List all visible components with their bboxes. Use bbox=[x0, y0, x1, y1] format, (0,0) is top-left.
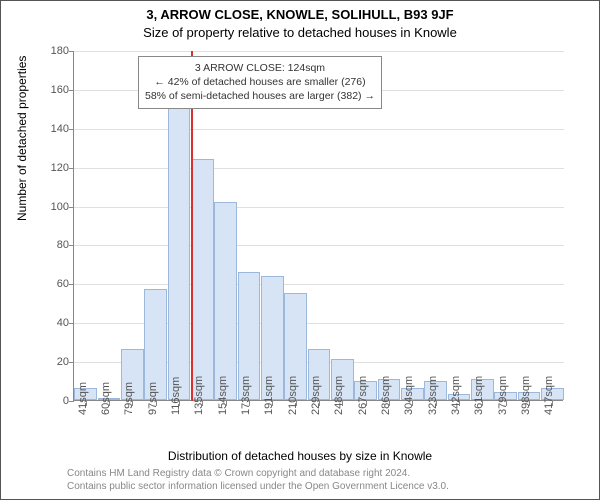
ytick-mark bbox=[69, 207, 74, 208]
ytick-label: 180 bbox=[39, 45, 69, 57]
ytick-label: 140 bbox=[39, 123, 69, 135]
footer-licence: Contains HM Land Registry data © Crown c… bbox=[67, 467, 449, 493]
ytick-label: 100 bbox=[39, 201, 69, 213]
ytick-label: 160 bbox=[39, 84, 69, 96]
ytick-label: 20 bbox=[39, 356, 69, 368]
ytick-mark bbox=[69, 362, 74, 363]
ytick-label: 80 bbox=[39, 239, 69, 251]
ytick-mark bbox=[69, 323, 74, 324]
chart-subtitle: Size of property relative to detached ho… bbox=[1, 25, 599, 40]
gridline bbox=[74, 51, 564, 52]
gridline bbox=[74, 284, 564, 285]
ytick-mark bbox=[69, 401, 74, 402]
callout-box: 3 ARROW CLOSE: 124sqm← 42% of detached h… bbox=[138, 56, 382, 109]
ytick-label: 60 bbox=[39, 278, 69, 290]
callout-line3: 58% of semi-detached houses are larger (… bbox=[145, 89, 375, 103]
ytick-mark bbox=[69, 90, 74, 91]
gridline bbox=[74, 129, 564, 130]
address-title: 3, ARROW CLOSE, KNOWLE, SOLIHULL, B93 9J… bbox=[1, 7, 599, 22]
footer-line1: Contains HM Land Registry data © Crown c… bbox=[67, 467, 449, 480]
y-axis-label: Number of detached properties bbox=[15, 56, 29, 221]
histogram-bar bbox=[191, 159, 214, 400]
gridline bbox=[74, 245, 564, 246]
ytick-mark bbox=[69, 245, 74, 246]
ytick-label: 40 bbox=[39, 317, 69, 329]
ytick-mark bbox=[69, 129, 74, 130]
callout-line2: ← 42% of detached houses are smaller (27… bbox=[145, 75, 375, 89]
histogram-bar bbox=[214, 202, 237, 400]
ytick-label: 0 bbox=[39, 395, 69, 407]
gridline bbox=[74, 168, 564, 169]
footer-line2: Contains public sector information licen… bbox=[67, 480, 449, 493]
chart-card: 3, ARROW CLOSE, KNOWLE, SOLIHULL, B93 9J… bbox=[0, 0, 600, 500]
ytick-mark bbox=[69, 168, 74, 169]
ytick-mark bbox=[69, 284, 74, 285]
ytick-label: 120 bbox=[39, 162, 69, 174]
histogram-bar bbox=[168, 85, 191, 400]
gridline bbox=[74, 207, 564, 208]
chart-area: 3 ARROW CLOSE: 124sqm← 42% of detached h… bbox=[73, 51, 563, 401]
x-axis-label: Distribution of detached houses by size … bbox=[1, 449, 599, 463]
ytick-mark bbox=[69, 51, 74, 52]
plot-region: 3 ARROW CLOSE: 124sqm← 42% of detached h… bbox=[73, 51, 563, 401]
callout-line1: 3 ARROW CLOSE: 124sqm bbox=[145, 61, 375, 75]
